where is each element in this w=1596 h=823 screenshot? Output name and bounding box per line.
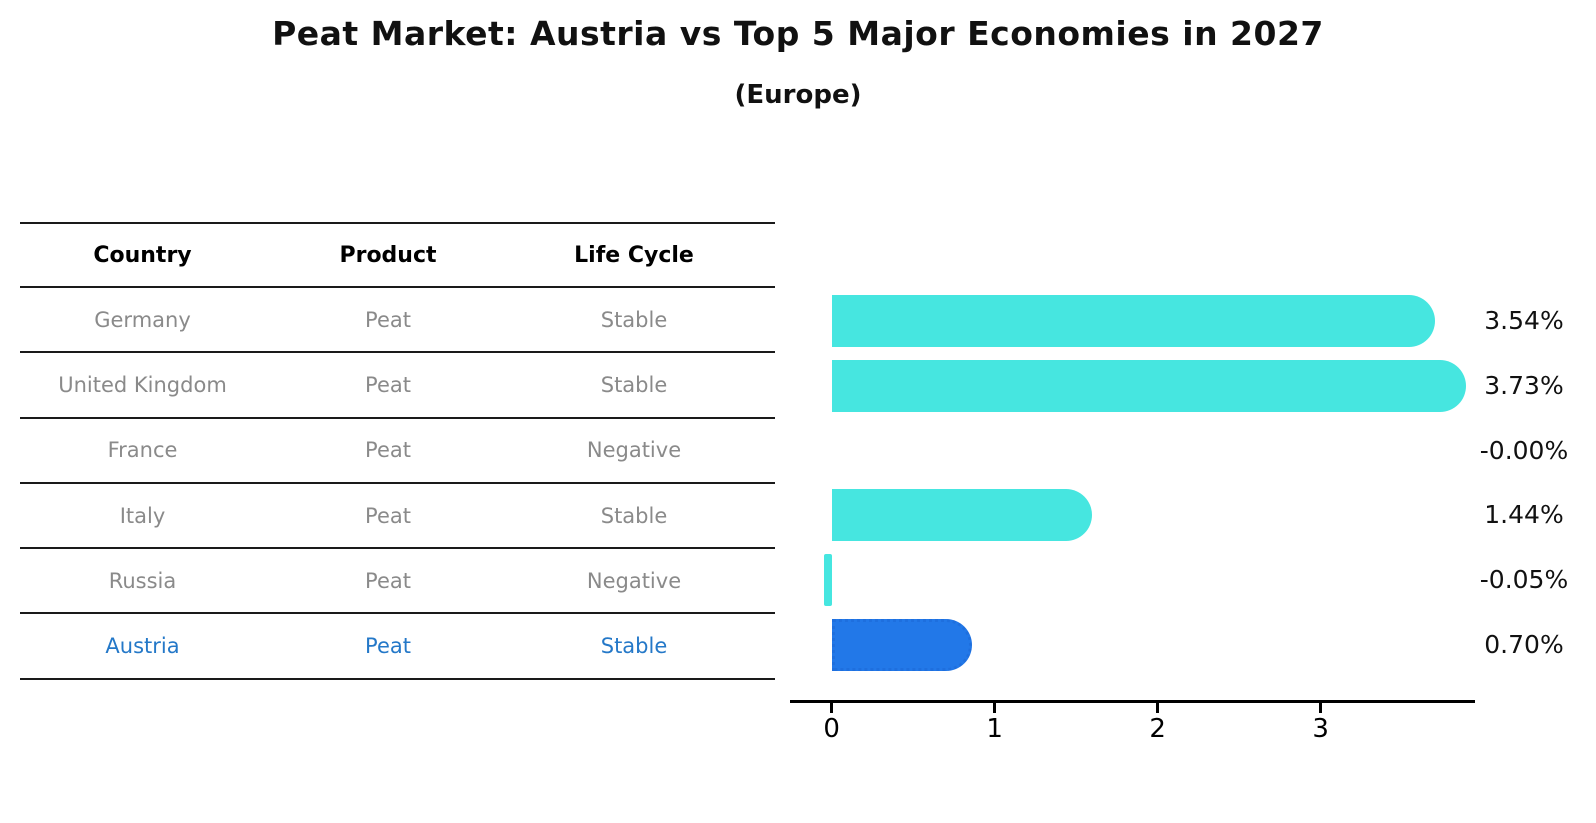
bar-austria: [831, 619, 972, 671]
table-row-united-kingdom: United Kingdom Peat Stable: [20, 353, 775, 419]
x-tick-0: [830, 703, 834, 713]
x-tick-label-3: 3: [1312, 714, 1329, 744]
cell-country: Italy: [119, 503, 166, 528]
cell-country: Germany: [94, 307, 191, 332]
header-cell-life-cycle: Life Cycle: [574, 242, 694, 268]
cell-product: Peat: [365, 372, 411, 397]
cell-life-cycle: Stable: [600, 372, 668, 397]
value-label-italy: 1.44%: [1484, 500, 1564, 530]
x-tick-label-1: 1: [986, 714, 1003, 744]
x-tick-3: [1319, 703, 1323, 713]
cell-product: Peat: [365, 503, 411, 528]
value-label-austria: 0.70%: [1484, 630, 1564, 659]
cell-country: United Kingdom: [58, 372, 227, 397]
x-tick-label-2: 2: [1149, 714, 1166, 744]
table-header-row: Country Product Life Cycle: [20, 222, 775, 288]
comparison-table: Country Product Life Cycle Germany Peat …: [20, 222, 775, 680]
cell-life-cycle: Stable: [600, 307, 668, 332]
page-title: Peat Market: Austria vs Top 5 Major Econ…: [272, 14, 1324, 53]
cell-product: Peat: [365, 568, 411, 593]
cell-life-cycle: Stable: [600, 503, 668, 528]
cell-life-cycle: Negative: [586, 568, 682, 593]
value-label-united-kingdom: 3.73%: [1484, 370, 1564, 400]
x-axis-line: [790, 700, 1475, 703]
value-label-germany: 3.54%: [1484, 306, 1564, 335]
table-row-russia: Russia Peat Negative: [20, 549, 775, 615]
cell-country: Austria: [105, 634, 180, 659]
cell-product: Peat: [365, 634, 411, 659]
cell-product: Peat: [365, 307, 411, 332]
x-tick-label-0: 0: [823, 714, 840, 744]
x-tick-2: [1156, 703, 1160, 713]
header-cell-product: Product: [339, 242, 437, 268]
cell-country: France: [107, 438, 178, 463]
table-row-germany: Germany Peat Stable: [20, 288, 775, 354]
bar-germany: [831, 295, 1435, 347]
cell-country: Russia: [108, 568, 177, 593]
cell-life-cycle: Negative: [586, 438, 682, 463]
table-row-france: France Peat Negative: [20, 419, 775, 484]
header-cell-country: Country: [93, 242, 192, 268]
x-tick-1: [993, 703, 997, 713]
page-subtitle: (Europe): [734, 80, 862, 110]
cell-product: Peat: [365, 438, 411, 463]
bar-united-kingdom: [831, 359, 1466, 412]
value-label-france: -0.00%: [1479, 435, 1569, 465]
bar-russia: [823, 554, 832, 607]
bar-italy: [831, 489, 1093, 542]
value-label-russia: -0.05%: [1479, 565, 1569, 595]
table-row-austria: Austria Peat Stable: [20, 614, 775, 680]
table-row-italy: Italy Peat Stable: [20, 484, 775, 550]
cell-life-cycle: Stable: [600, 634, 668, 659]
